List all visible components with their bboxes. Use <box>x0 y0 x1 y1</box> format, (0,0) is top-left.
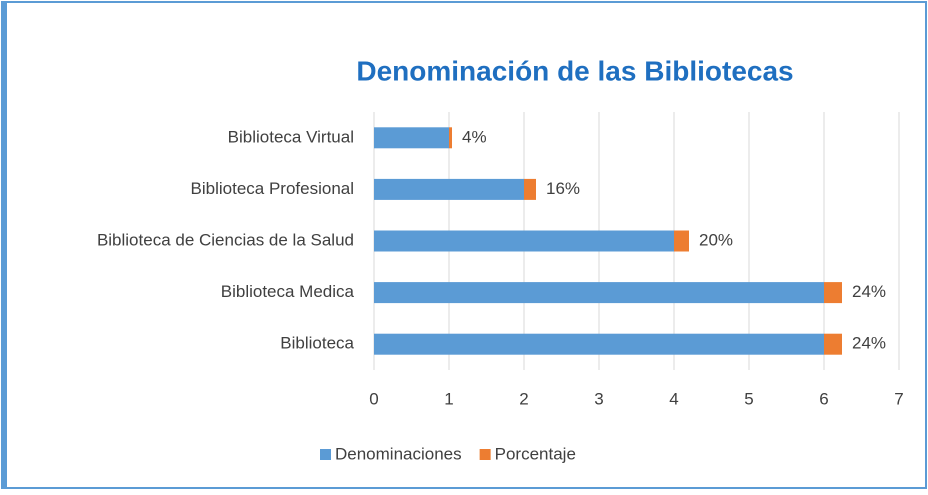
bar-segment <box>449 127 452 149</box>
x-tick-label: 1 <box>444 389 453 408</box>
x-tick-label: 2 <box>519 389 528 408</box>
data-label: 24% <box>852 334 886 353</box>
bar-segment <box>374 333 824 355</box>
x-tick-label: 6 <box>819 389 828 408</box>
data-label: 16% <box>546 179 580 198</box>
x-tick-label: 0 <box>369 389 378 408</box>
x-tick-label: 4 <box>669 389 678 408</box>
x-tick-label: 5 <box>744 389 753 408</box>
legend-swatch <box>479 449 491 460</box>
chart-title: Denominación de las Bibliotecas <box>356 55 793 86</box>
frame-edge <box>2 2 7 488</box>
data-label: 4% <box>462 127 487 146</box>
bar-segment <box>674 230 689 252</box>
bar-segment <box>824 282 842 304</box>
legend-swatch <box>320 449 331 460</box>
x-tick-label: 3 <box>594 389 603 408</box>
data-label: 20% <box>699 230 733 249</box>
legend-label: Denominaciones <box>335 444 462 463</box>
bar-segment <box>374 230 674 252</box>
bar-segment <box>524 178 536 200</box>
legend-label: Porcentaje <box>495 444 576 463</box>
y-tick-label: Biblioteca Profesional <box>191 179 354 198</box>
y-tick-label: Biblioteca de Ciencias de la Salud <box>97 230 354 249</box>
bar-segment <box>824 333 842 355</box>
y-tick-label: Biblioteca Medica <box>221 282 355 301</box>
data-label: 24% <box>852 282 886 301</box>
y-tick-label: Biblioteca <box>280 334 354 353</box>
y-tick-label: Biblioteca Virtual <box>228 127 354 146</box>
x-tick-label: 7 <box>894 389 903 408</box>
bar-segment <box>374 127 449 149</box>
bar-segment <box>374 282 824 304</box>
bar-segment <box>374 178 524 200</box>
